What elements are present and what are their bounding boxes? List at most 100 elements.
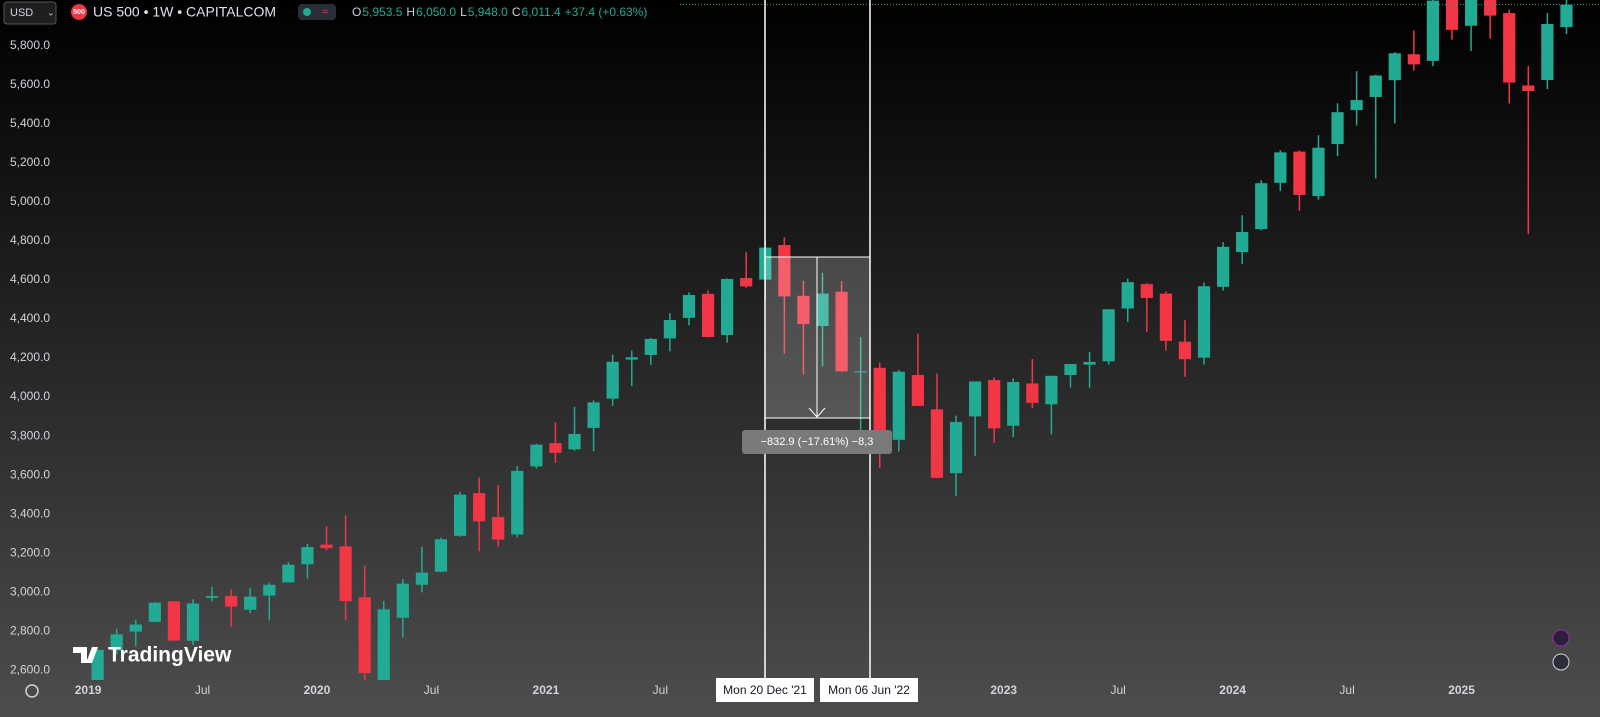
currency-select[interactable] <box>3 1 57 25</box>
candle-body <box>167 601 181 641</box>
change: +37.4 (+0.63%) <box>565 5 648 19</box>
candle-body <box>873 367 886 440</box>
x-tick-label: 2019 <box>75 683 102 697</box>
candle-body <box>1064 364 1077 376</box>
candle-body <box>1426 0 1440 61</box>
ohlc-value: 6,050.0 <box>416 5 456 19</box>
candle-body <box>1007 382 1020 426</box>
candle-body <box>549 443 562 453</box>
candle-body <box>1464 0 1478 26</box>
candle-body <box>854 371 867 373</box>
candle-body <box>358 597 371 674</box>
measure-label: −832.9 (−17.61%) −8,3 <box>761 436 874 448</box>
candle-body <box>244 596 257 610</box>
candle-body <box>1083 361 1096 365</box>
x-tick-label: Jul <box>653 683 668 697</box>
candle-body <box>511 470 524 535</box>
ohlc-key: C <box>512 5 521 19</box>
candle-body <box>1274 152 1287 183</box>
ohlc-value: 6,011.4 <box>522 5 561 19</box>
y-tick-label: 4,400.0 <box>10 311 50 325</box>
candle-body <box>1102 309 1115 362</box>
candle-body <box>892 371 905 440</box>
candle-body <box>110 634 123 651</box>
candle-body <box>1445 0 1459 30</box>
candle-body <box>1045 375 1058 405</box>
candle-body <box>740 278 753 287</box>
candle-body <box>1331 112 1344 144</box>
candle-body <box>663 320 676 339</box>
candle-body <box>587 402 600 428</box>
y-tick-label: 4,600.0 <box>10 272 50 286</box>
candle-body <box>625 357 638 360</box>
candle-body <box>225 595 238 607</box>
candle-body <box>797 295 810 325</box>
measure-label-box <box>742 430 892 454</box>
candle-body <box>1197 286 1211 358</box>
start-date: Mon 20 Dec '21 <box>723 683 807 697</box>
candle-body <box>778 245 791 297</box>
market-status <box>303 8 311 16</box>
badge-text: 500 <box>73 9 85 16</box>
ohlc-value: 5,953.5 <box>362 5 402 19</box>
logo: TradingView <box>73 644 232 667</box>
y-tick-label: 5,000.0 <box>10 194 50 208</box>
candles <box>91 0 1600 680</box>
ohlc-key: L <box>460 5 467 19</box>
candle-body <box>1255 183 1268 230</box>
candle-body <box>835 291 848 372</box>
candle-body <box>949 422 963 474</box>
candle-body <box>1522 85 1535 91</box>
y-tick-label: 5,400.0 <box>10 116 50 130</box>
end-date: Mon 06 Jun '22 <box>828 683 910 697</box>
measure-arrow-head <box>808 407 826 418</box>
ohlc-value: 5,948.0 <box>468 5 508 19</box>
logo-icon <box>73 647 98 663</box>
x-tick-label: Jul <box>195 683 210 697</box>
candle-body <box>148 602 161 622</box>
currency: USD <box>10 7 33 19</box>
side-icon[interactable] <box>1552 629 1570 647</box>
candle-body <box>606 361 619 399</box>
settings-icon[interactable] <box>25 684 39 698</box>
candle-body <box>930 409 944 478</box>
candle-body <box>91 649 104 680</box>
x-tick-label: 2021 <box>533 683 560 697</box>
y-tick-label: 3,600.0 <box>10 467 50 481</box>
x-tick-label: Jul <box>1111 683 1126 697</box>
status-pill[interactable] <box>298 4 336 20</box>
candle-body <box>1159 293 1172 341</box>
candle-body <box>320 544 333 549</box>
y-tick-label: 3,400.0 <box>10 506 50 520</box>
watermark: TradingView <box>108 644 232 667</box>
candle-body <box>1140 284 1153 298</box>
candle-body <box>434 539 448 572</box>
candle-body <box>1350 100 1363 111</box>
x-tick-label: Jul <box>424 683 439 697</box>
candle-body <box>1121 282 1134 309</box>
candle-body <box>377 609 390 680</box>
candle-body <box>263 584 276 596</box>
y-tick-label: 5,600.0 <box>10 77 50 91</box>
candle-body <box>129 624 142 632</box>
y-tick-label: 4,200.0 <box>10 350 50 364</box>
candle-body <box>530 444 543 467</box>
candle-body <box>1026 383 1039 403</box>
candle-body <box>988 380 1001 429</box>
y-tick-label: 4,000.0 <box>10 389 50 403</box>
candle-body <box>816 293 829 327</box>
x-tick-label: 2023 <box>990 683 1017 697</box>
candle-body <box>568 433 581 450</box>
start-date-box <box>716 678 814 702</box>
candle-body <box>911 375 924 406</box>
y-tick-label: 5,800.0 <box>10 38 50 52</box>
end-date-box <box>820 678 918 702</box>
x-tick-label: 2020 <box>304 683 331 697</box>
side-icon[interactable] <box>1552 653 1570 671</box>
dropdown-arrow: ⌄ <box>47 7 55 17</box>
x-tick-label: 2025 <box>1448 683 1475 697</box>
y-tick-label: 2,800.0 <box>10 623 50 637</box>
candle-body <box>339 546 352 602</box>
candle-body <box>186 603 200 641</box>
